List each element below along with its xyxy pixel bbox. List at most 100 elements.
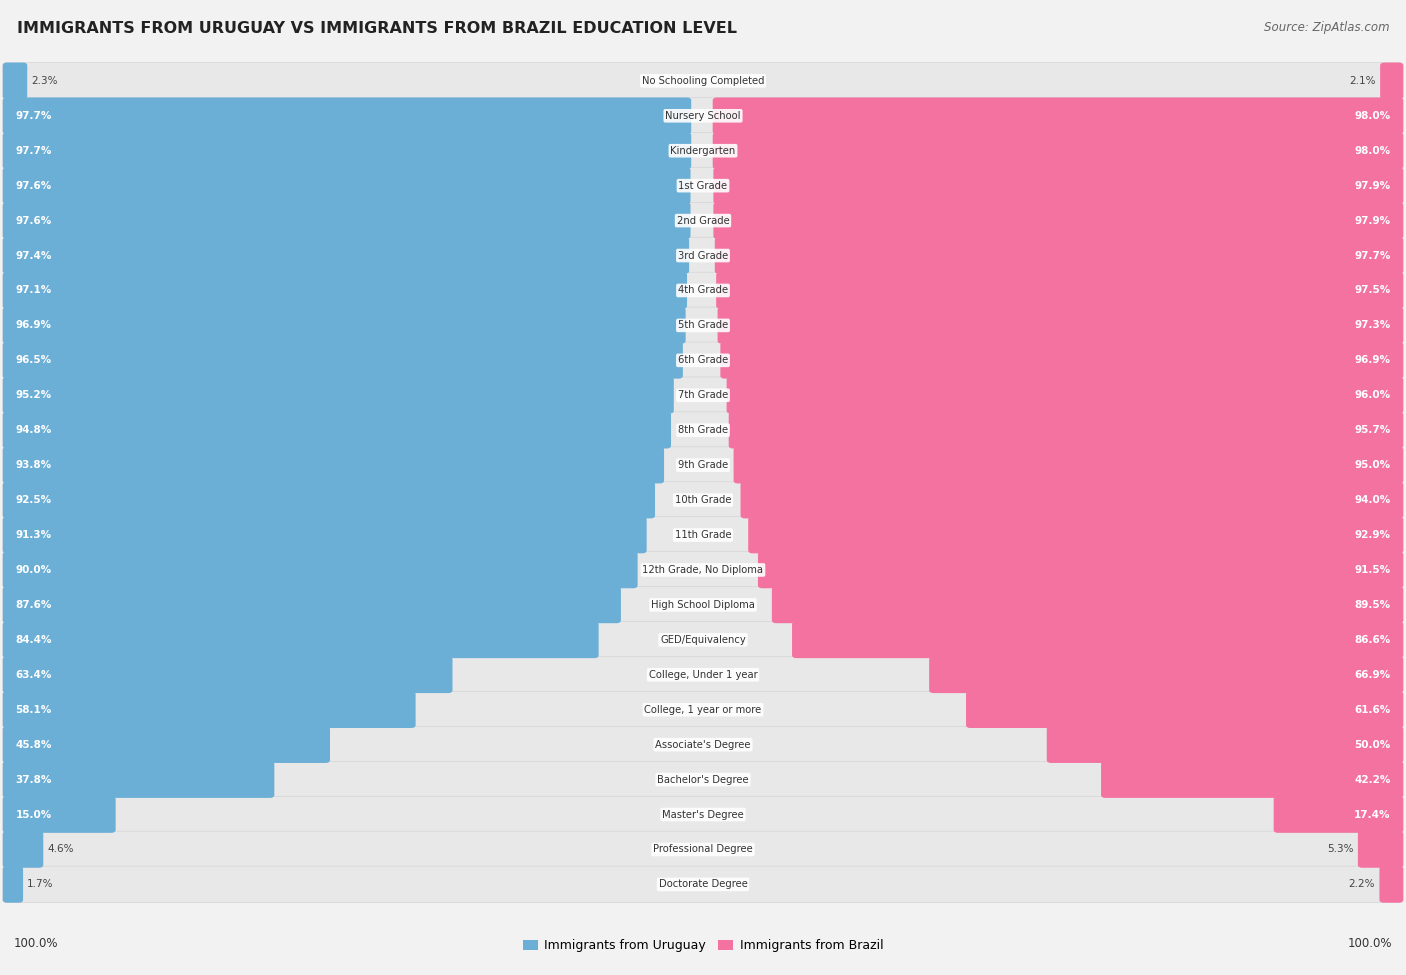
Text: Associate's Degree: Associate's Degree xyxy=(655,740,751,750)
FancyBboxPatch shape xyxy=(713,168,1403,204)
FancyBboxPatch shape xyxy=(3,202,1403,239)
Text: 93.8%: 93.8% xyxy=(15,460,52,470)
FancyBboxPatch shape xyxy=(727,377,1403,413)
Text: High School Diploma: High School Diploma xyxy=(651,600,755,610)
Text: 96.9%: 96.9% xyxy=(1354,355,1391,366)
FancyBboxPatch shape xyxy=(3,726,1403,763)
FancyBboxPatch shape xyxy=(3,411,671,448)
Text: 97.5%: 97.5% xyxy=(1354,286,1391,295)
Text: 2.2%: 2.2% xyxy=(1348,879,1375,889)
Text: 95.7%: 95.7% xyxy=(1354,425,1391,435)
Text: 5.3%: 5.3% xyxy=(1327,844,1354,854)
FancyBboxPatch shape xyxy=(3,342,1403,378)
FancyBboxPatch shape xyxy=(3,691,416,728)
Text: 84.4%: 84.4% xyxy=(15,635,52,644)
Text: 2nd Grade: 2nd Grade xyxy=(676,215,730,225)
Text: 2.1%: 2.1% xyxy=(1350,76,1376,86)
FancyBboxPatch shape xyxy=(713,133,1403,169)
Text: College, Under 1 year: College, Under 1 year xyxy=(648,670,758,680)
FancyBboxPatch shape xyxy=(3,202,690,239)
FancyBboxPatch shape xyxy=(3,272,688,309)
Text: IMMIGRANTS FROM URUGUAY VS IMMIGRANTS FROM BRAZIL EDUCATION LEVEL: IMMIGRANTS FROM URUGUAY VS IMMIGRANTS FR… xyxy=(17,21,737,36)
FancyBboxPatch shape xyxy=(3,377,673,413)
Text: 61.6%: 61.6% xyxy=(1354,705,1391,715)
FancyBboxPatch shape xyxy=(3,552,1403,588)
Text: 17.4%: 17.4% xyxy=(1354,809,1391,820)
Text: 12th Grade, No Diploma: 12th Grade, No Diploma xyxy=(643,565,763,575)
Text: Source: ZipAtlas.com: Source: ZipAtlas.com xyxy=(1264,21,1389,34)
FancyBboxPatch shape xyxy=(713,98,1403,135)
FancyBboxPatch shape xyxy=(966,691,1403,728)
FancyBboxPatch shape xyxy=(1381,62,1403,99)
FancyBboxPatch shape xyxy=(3,517,647,554)
Text: 3rd Grade: 3rd Grade xyxy=(678,251,728,260)
Text: 97.4%: 97.4% xyxy=(15,251,52,260)
FancyBboxPatch shape xyxy=(3,552,638,588)
Text: 5th Grade: 5th Grade xyxy=(678,321,728,331)
FancyBboxPatch shape xyxy=(3,342,683,378)
FancyBboxPatch shape xyxy=(1046,726,1403,763)
Text: 15.0%: 15.0% xyxy=(15,809,52,820)
Text: 97.3%: 97.3% xyxy=(1354,321,1391,331)
FancyBboxPatch shape xyxy=(3,691,1403,728)
Text: 4.6%: 4.6% xyxy=(48,844,75,854)
Text: 97.9%: 97.9% xyxy=(1354,215,1391,225)
FancyBboxPatch shape xyxy=(720,342,1403,378)
Text: 11th Grade: 11th Grade xyxy=(675,530,731,540)
FancyBboxPatch shape xyxy=(3,447,664,484)
FancyBboxPatch shape xyxy=(1379,866,1403,903)
Text: 4th Grade: 4th Grade xyxy=(678,286,728,295)
FancyBboxPatch shape xyxy=(741,482,1403,519)
Text: Nursery School: Nursery School xyxy=(665,111,741,121)
FancyBboxPatch shape xyxy=(3,447,1403,484)
Text: Kindergarten: Kindergarten xyxy=(671,145,735,156)
FancyBboxPatch shape xyxy=(3,831,1403,868)
Text: 97.7%: 97.7% xyxy=(15,111,52,121)
FancyBboxPatch shape xyxy=(1101,761,1403,798)
Text: 45.8%: 45.8% xyxy=(15,740,52,750)
FancyBboxPatch shape xyxy=(3,656,453,693)
FancyBboxPatch shape xyxy=(3,797,1403,833)
Text: 94.8%: 94.8% xyxy=(15,425,52,435)
FancyBboxPatch shape xyxy=(3,866,22,903)
FancyBboxPatch shape xyxy=(3,98,692,135)
Text: No Schooling Completed: No Schooling Completed xyxy=(641,76,765,86)
FancyBboxPatch shape xyxy=(1358,831,1403,868)
Text: 96.9%: 96.9% xyxy=(15,321,52,331)
Text: 91.3%: 91.3% xyxy=(15,530,52,540)
Text: 95.0%: 95.0% xyxy=(1354,460,1391,470)
Text: 94.0%: 94.0% xyxy=(1354,495,1391,505)
Text: 50.0%: 50.0% xyxy=(1354,740,1391,750)
FancyBboxPatch shape xyxy=(3,168,1403,204)
Text: 100.0%: 100.0% xyxy=(14,937,59,951)
FancyBboxPatch shape xyxy=(3,656,1403,693)
Text: 96.0%: 96.0% xyxy=(1354,390,1391,401)
Text: 10th Grade: 10th Grade xyxy=(675,495,731,505)
FancyBboxPatch shape xyxy=(748,517,1403,554)
FancyBboxPatch shape xyxy=(3,482,655,519)
FancyBboxPatch shape xyxy=(728,411,1403,448)
FancyBboxPatch shape xyxy=(772,587,1403,623)
FancyBboxPatch shape xyxy=(3,168,690,204)
Text: Professional Degree: Professional Degree xyxy=(654,844,752,854)
FancyBboxPatch shape xyxy=(929,656,1403,693)
Text: 100.0%: 100.0% xyxy=(1347,937,1392,951)
Text: 6th Grade: 6th Grade xyxy=(678,355,728,366)
Text: 1.7%: 1.7% xyxy=(27,879,53,889)
Text: 42.2%: 42.2% xyxy=(1354,774,1391,785)
Text: Master's Degree: Master's Degree xyxy=(662,809,744,820)
FancyBboxPatch shape xyxy=(792,621,1403,658)
Text: 98.0%: 98.0% xyxy=(1354,145,1391,156)
Text: 97.6%: 97.6% xyxy=(15,215,52,225)
Text: 97.6%: 97.6% xyxy=(15,180,52,191)
Text: 91.5%: 91.5% xyxy=(1354,565,1391,575)
FancyBboxPatch shape xyxy=(3,237,1403,274)
Text: 87.6%: 87.6% xyxy=(15,600,52,610)
Text: 90.0%: 90.0% xyxy=(15,565,52,575)
Text: GED/Equivalency: GED/Equivalency xyxy=(661,635,745,644)
Text: 1st Grade: 1st Grade xyxy=(679,180,727,191)
FancyBboxPatch shape xyxy=(3,621,1403,658)
Text: 7th Grade: 7th Grade xyxy=(678,390,728,401)
FancyBboxPatch shape xyxy=(3,482,1403,519)
FancyBboxPatch shape xyxy=(3,726,330,763)
